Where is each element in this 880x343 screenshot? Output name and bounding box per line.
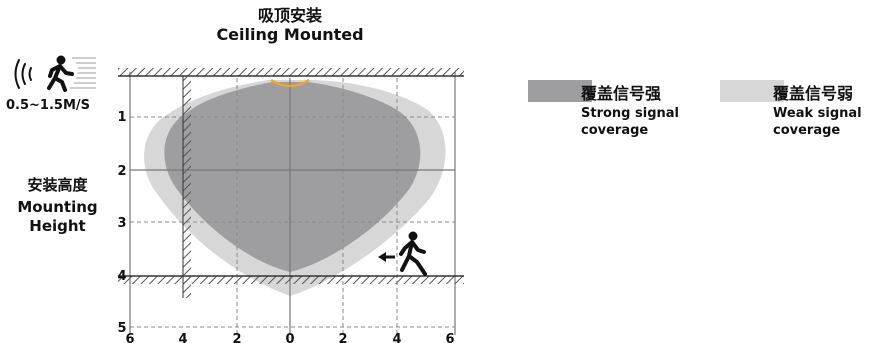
legend-weak-en-1: Weak signal (773, 106, 862, 121)
walking-person-icon (399, 231, 427, 276)
x-tick: 2 (338, 332, 347, 343)
grid-lines (130, 78, 455, 335)
y-tick: 4 (117, 269, 126, 284)
title-english: Ceiling Mounted (216, 25, 364, 44)
wall (182, 76, 191, 298)
ceiling (118, 68, 464, 77)
mounting-height-en-1: Mounting (17, 198, 98, 216)
legend-weak-cn: 覆盖信号弱 (773, 84, 854, 103)
strong-coverage-area (164, 82, 421, 272)
speed-label: 0.5~1.5M/S (6, 98, 90, 113)
mounting-height-en-2: Height (29, 217, 86, 235)
legend-swatch-weak (720, 80, 784, 102)
arrow-left-icon (378, 252, 395, 262)
x-tick: 6 (445, 332, 454, 343)
x-tick: 2 (232, 332, 241, 343)
y-tick: 1 (117, 110, 126, 125)
motion-lines (70, 57, 96, 89)
legend-strong-cn: 覆盖信号强 (581, 84, 662, 103)
x-tick: 4 (178, 332, 187, 343)
y-tick: 3 (117, 216, 126, 231)
x-tick: 6 (125, 332, 134, 343)
title-chinese: 吸顶安装 (257, 6, 322, 25)
walking-person-icon (47, 55, 74, 92)
legend-weak-en-2: coverage (773, 123, 841, 138)
signal-wave-icon (14, 59, 32, 89)
floor (118, 275, 464, 284)
legend-strong-en-2: coverage (581, 123, 649, 138)
sensor-icon (270, 78, 310, 88)
legend-swatch-strong (528, 80, 592, 102)
mounting-height-cn: 安装高度 (27, 176, 88, 194)
x-tick: 0 (285, 332, 294, 343)
legend-strong-en-1: Strong signal (581, 106, 679, 121)
x-tick: 4 (392, 332, 401, 343)
y-tick: 5 (117, 321, 126, 336)
y-tick: 2 (117, 164, 126, 179)
